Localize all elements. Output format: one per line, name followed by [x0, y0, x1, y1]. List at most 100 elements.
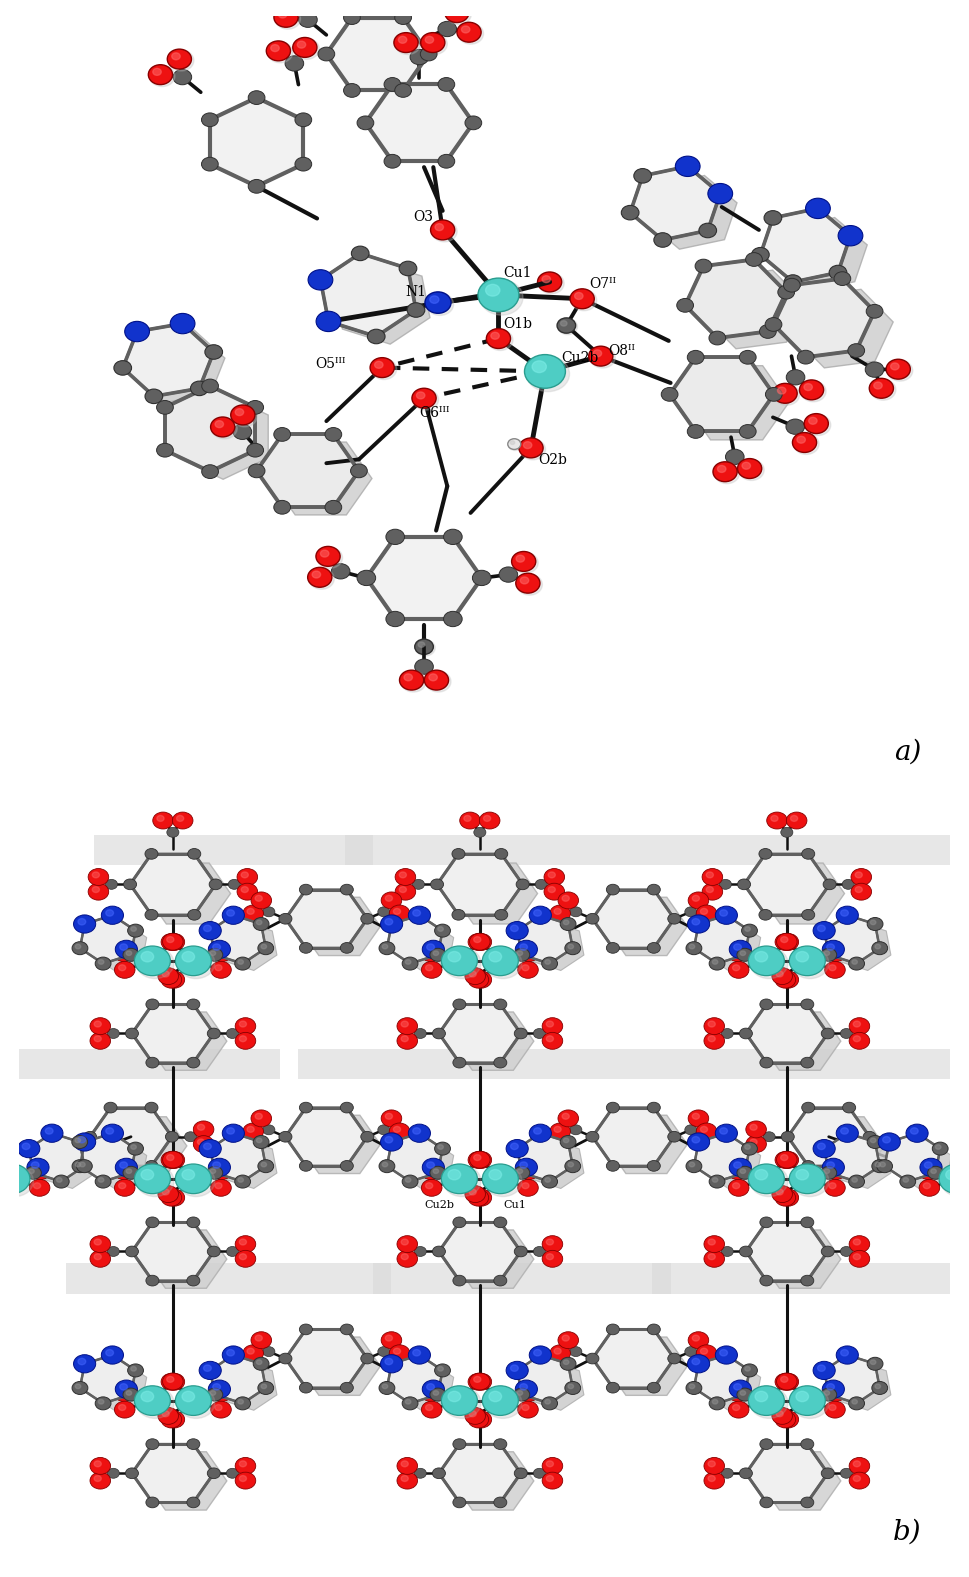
Circle shape	[187, 1217, 200, 1227]
Circle shape	[162, 1411, 170, 1416]
Circle shape	[703, 1473, 725, 1489]
Circle shape	[430, 948, 446, 962]
Circle shape	[114, 361, 132, 375]
Circle shape	[123, 948, 139, 962]
Circle shape	[748, 946, 784, 976]
Circle shape	[126, 1169, 132, 1173]
Circle shape	[506, 1140, 528, 1158]
Circle shape	[760, 1497, 773, 1508]
Circle shape	[689, 1385, 695, 1389]
Circle shape	[444, 530, 462, 544]
Circle shape	[422, 962, 442, 978]
Circle shape	[668, 913, 681, 924]
Circle shape	[740, 1391, 745, 1396]
Circle shape	[855, 886, 862, 893]
Circle shape	[474, 1377, 481, 1383]
Circle shape	[165, 1154, 172, 1161]
Circle shape	[227, 1468, 238, 1478]
Polygon shape	[792, 289, 893, 367]
Circle shape	[381, 1355, 403, 1374]
Circle shape	[379, 1381, 394, 1394]
Circle shape	[261, 1162, 266, 1167]
Circle shape	[544, 883, 565, 900]
Circle shape	[748, 1164, 784, 1194]
Circle shape	[430, 1167, 446, 1180]
Circle shape	[538, 271, 562, 292]
Circle shape	[211, 1162, 232, 1180]
Circle shape	[457, 22, 482, 43]
Circle shape	[412, 388, 436, 408]
Circle shape	[760, 1057, 773, 1068]
Circle shape	[891, 363, 899, 371]
Circle shape	[849, 1473, 870, 1489]
Circle shape	[298, 13, 317, 27]
Circle shape	[875, 1162, 881, 1167]
Circle shape	[102, 907, 123, 924]
Circle shape	[548, 886, 555, 893]
Circle shape	[809, 418, 817, 424]
Circle shape	[797, 437, 805, 443]
Circle shape	[778, 285, 795, 300]
Circle shape	[239, 1036, 246, 1042]
Polygon shape	[94, 834, 373, 866]
Circle shape	[399, 670, 423, 691]
Circle shape	[92, 872, 100, 878]
Circle shape	[94, 1036, 102, 1042]
Circle shape	[390, 1345, 410, 1361]
Circle shape	[480, 812, 500, 830]
Circle shape	[299, 1102, 312, 1113]
Circle shape	[235, 1236, 256, 1252]
Circle shape	[520, 577, 529, 583]
Circle shape	[430, 296, 439, 303]
Polygon shape	[452, 1012, 534, 1071]
Circle shape	[920, 1158, 942, 1176]
Circle shape	[805, 199, 830, 219]
Circle shape	[247, 908, 254, 915]
Circle shape	[524, 355, 566, 388]
Circle shape	[519, 945, 527, 951]
Circle shape	[424, 670, 449, 691]
Circle shape	[720, 910, 728, 916]
Circle shape	[382, 1162, 388, 1167]
Circle shape	[506, 1361, 528, 1380]
Circle shape	[421, 945, 441, 962]
Circle shape	[779, 937, 787, 943]
Circle shape	[708, 183, 733, 203]
Circle shape	[213, 1383, 221, 1389]
Circle shape	[701, 1126, 707, 1132]
Circle shape	[647, 885, 660, 896]
Polygon shape	[437, 853, 522, 915]
Circle shape	[72, 1135, 87, 1148]
Circle shape	[426, 293, 453, 315]
Polygon shape	[705, 923, 761, 970]
Circle shape	[255, 1113, 263, 1120]
Circle shape	[634, 169, 651, 183]
Circle shape	[523, 442, 532, 448]
Circle shape	[405, 1178, 411, 1183]
Circle shape	[687, 424, 704, 438]
Polygon shape	[788, 1107, 869, 1165]
Circle shape	[732, 1388, 739, 1394]
Circle shape	[443, 1165, 481, 1197]
Circle shape	[470, 1151, 490, 1169]
Circle shape	[72, 941, 88, 954]
Circle shape	[495, 848, 508, 859]
Polygon shape	[327, 17, 428, 90]
Circle shape	[782, 1154, 790, 1161]
Circle shape	[775, 1374, 796, 1391]
Circle shape	[88, 869, 109, 885]
Circle shape	[90, 1017, 110, 1035]
Circle shape	[494, 1217, 507, 1227]
Polygon shape	[592, 889, 674, 948]
Circle shape	[797, 350, 814, 364]
Circle shape	[98, 960, 104, 964]
Circle shape	[647, 1383, 660, 1392]
Circle shape	[779, 1377, 787, 1383]
Circle shape	[712, 1178, 718, 1183]
Circle shape	[720, 1128, 728, 1134]
Circle shape	[558, 893, 578, 908]
Circle shape	[563, 1359, 569, 1364]
Circle shape	[822, 1246, 834, 1257]
Circle shape	[295, 114, 312, 126]
Circle shape	[202, 378, 218, 393]
